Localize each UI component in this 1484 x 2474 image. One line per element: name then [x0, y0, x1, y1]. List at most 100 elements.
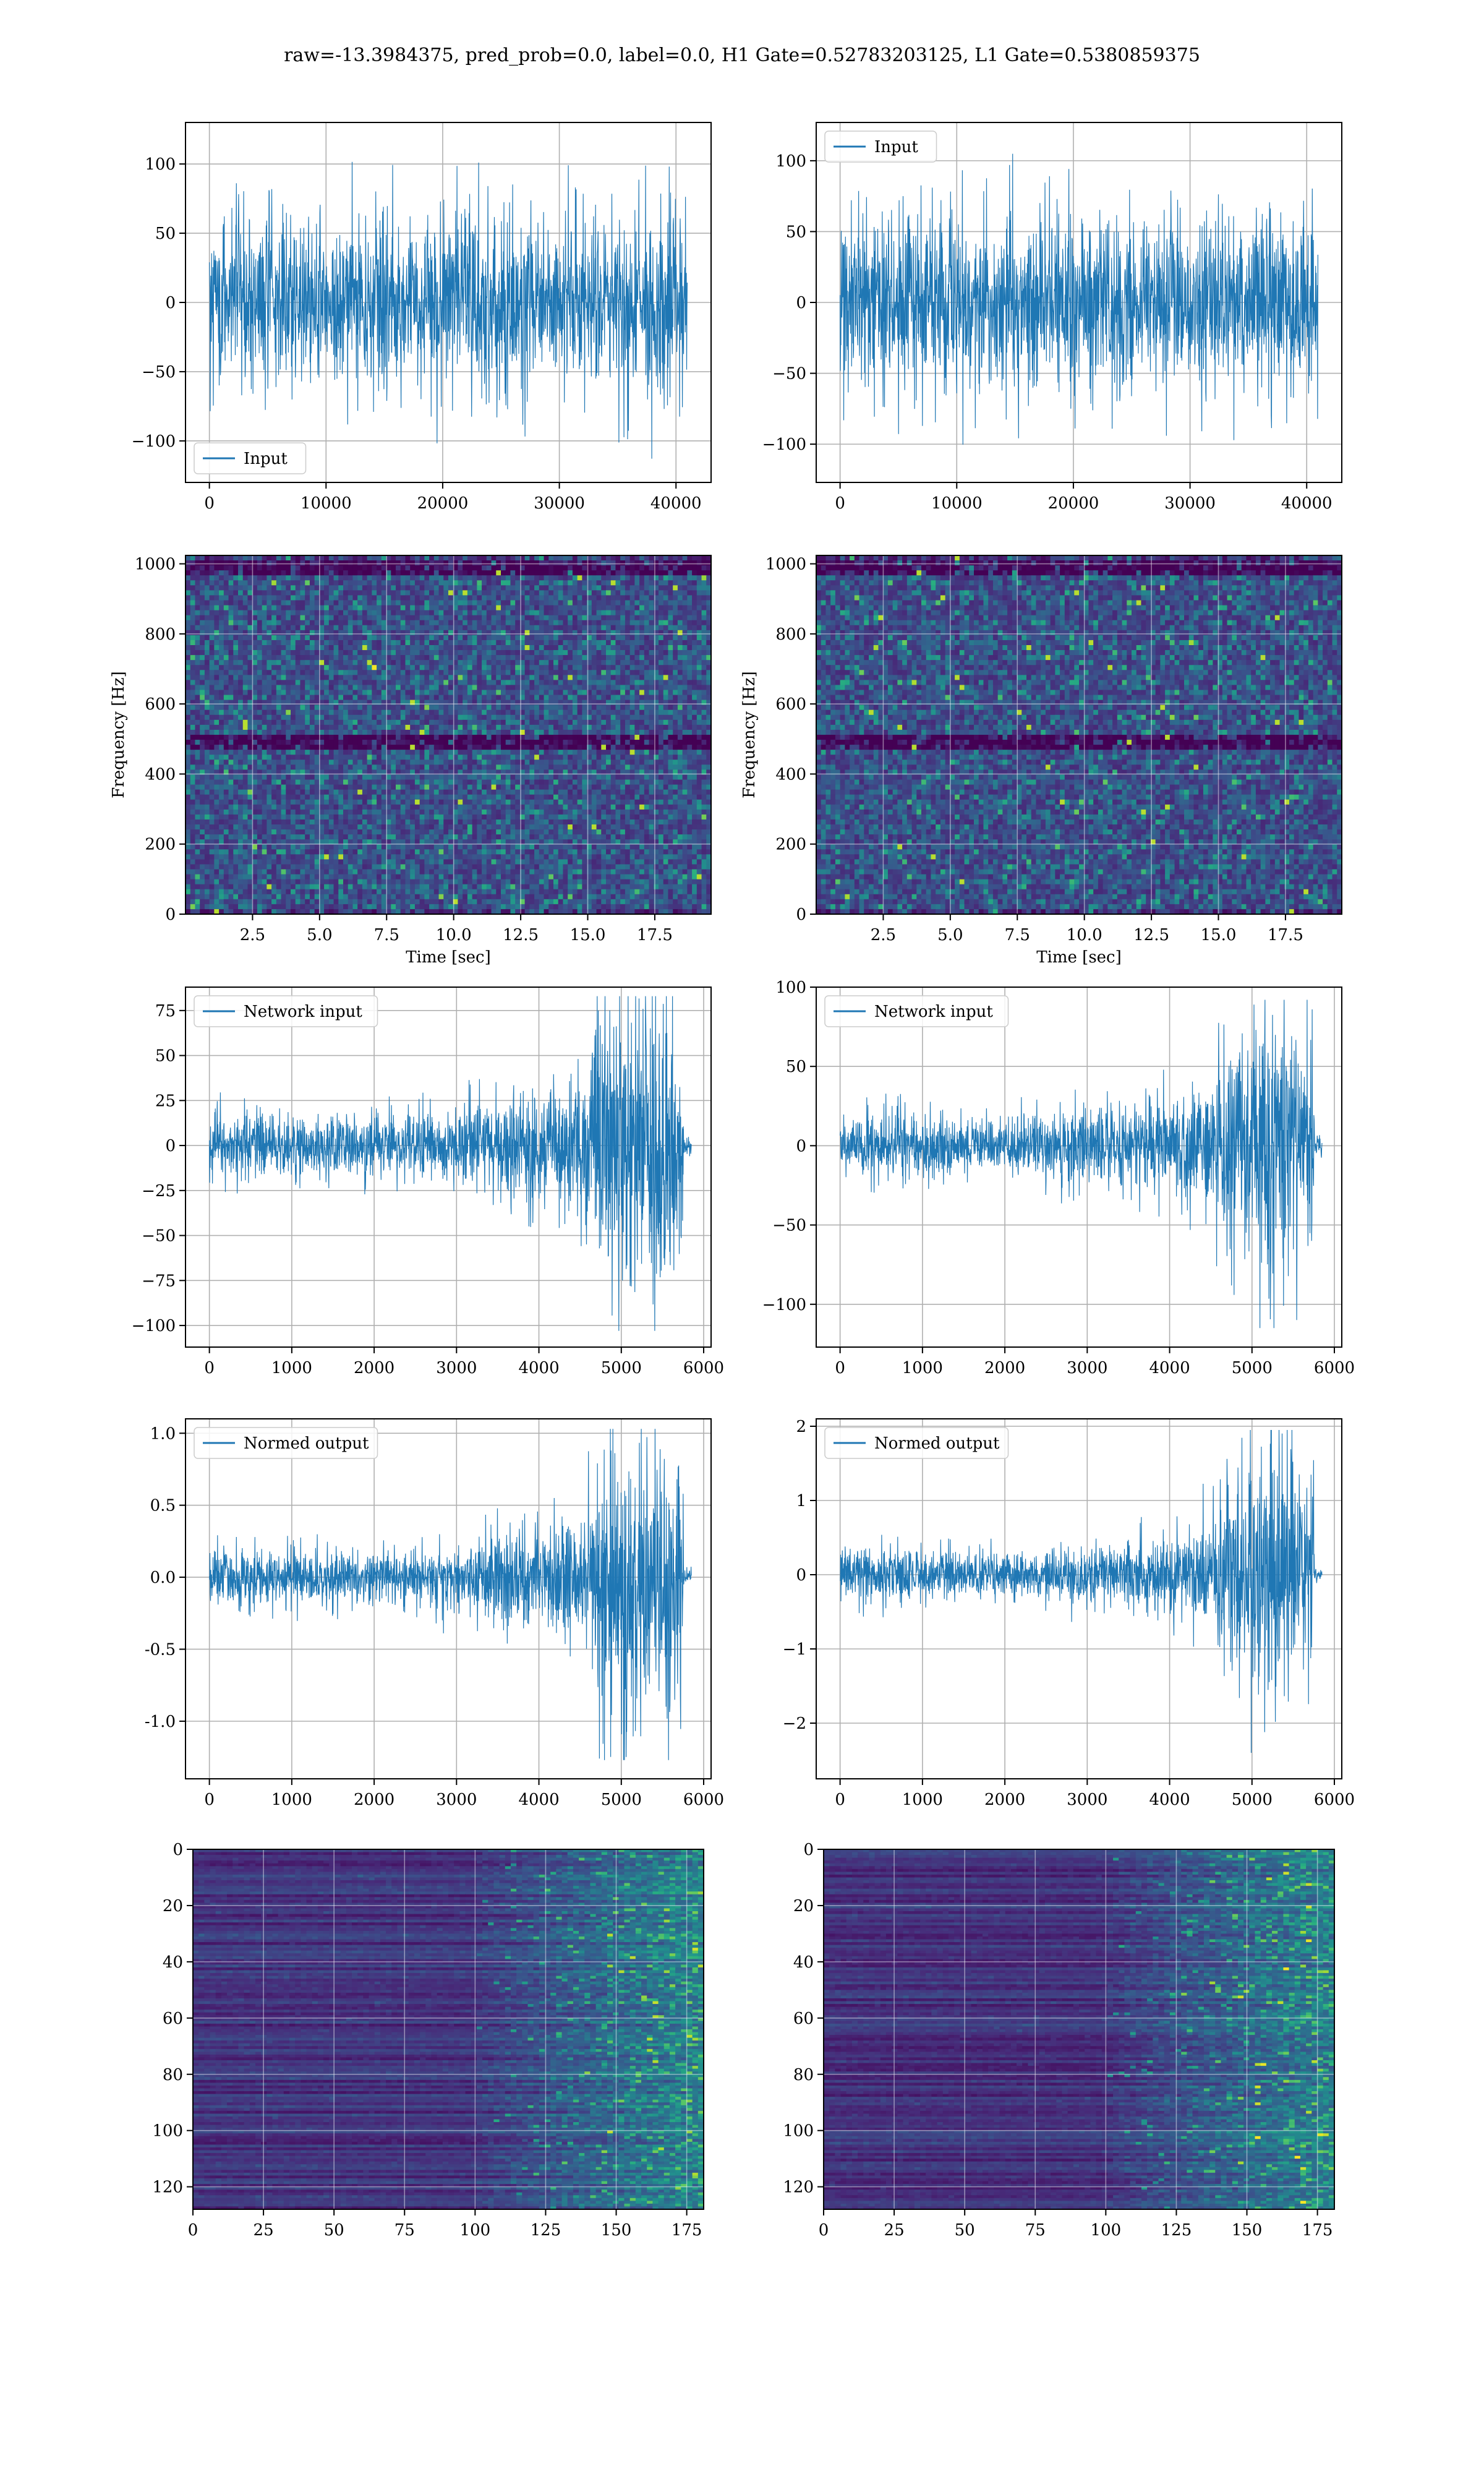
y-tick-label: 0: [796, 294, 806, 312]
y-tick-label: 100: [152, 2122, 183, 2141]
x-tick-label: 30000: [534, 494, 585, 513]
y-tick-label: 0.5: [150, 1497, 176, 1515]
x-tick-label: 0: [835, 1359, 845, 1377]
x-tick-label: 4000: [1149, 1359, 1190, 1377]
x-tick-label: 5.0: [937, 926, 963, 944]
x-tick-label: 75: [1025, 2221, 1046, 2240]
x-tick-label: 1000: [271, 1359, 312, 1377]
y-tick-label: 50: [786, 1058, 806, 1076]
activation-image: [193, 1849, 704, 2210]
x-tick-label: 100: [460, 2221, 491, 2240]
y-tick-label: 1000: [765, 555, 806, 574]
x-tick-label: 175: [1302, 2221, 1333, 2240]
y-tick-label: −2: [783, 1714, 806, 1733]
y-tick-label: −50: [772, 365, 806, 383]
x-tick-label: 150: [601, 2221, 632, 2240]
x-tick-label: 3000: [1067, 1791, 1107, 1809]
x-tick-label: 5000: [601, 1359, 642, 1377]
x-tick-label: 17.5: [637, 926, 673, 944]
y-tick-label: 120: [783, 2178, 814, 2197]
x-tick-label: 0: [204, 1359, 215, 1377]
y-tick-label: -0.5: [145, 1640, 176, 1659]
x-tick-label: 25: [884, 2221, 905, 2240]
y-tick-label: 40: [163, 1953, 183, 1972]
x-tick-label: 125: [1161, 2221, 1192, 2240]
y-tick-label: 800: [775, 625, 806, 644]
y-tick-label: −1: [783, 1640, 806, 1659]
x-tick-label: 6000: [683, 1359, 724, 1377]
x-tick-label: 5000: [601, 1791, 642, 1809]
x-tick-label: 1000: [902, 1359, 943, 1377]
y-tick-label: −50: [772, 1217, 806, 1235]
x-axis-label: Time [sec]: [1036, 948, 1122, 967]
x-tick-label: 2000: [984, 1791, 1025, 1809]
y-tick-label: 600: [145, 695, 176, 714]
y-tick-label: 2: [796, 1418, 806, 1436]
y-tick-label: 1: [796, 1492, 806, 1510]
x-tick-label: 125: [531, 2221, 561, 2240]
legend: Normed output: [194, 1427, 378, 1458]
x-tick-label: 12.5: [1133, 926, 1169, 944]
legend: Input: [825, 131, 937, 162]
x-tick-label: 20000: [417, 494, 469, 513]
y-tick-label: 80: [163, 2066, 183, 2084]
y-tick-label: −75: [142, 1272, 176, 1290]
y-tick-label: 0: [165, 905, 176, 924]
x-tick-label: 10000: [931, 494, 983, 513]
x-tick-label: 0: [819, 2221, 829, 2240]
spectrogram-image: [816, 555, 1342, 915]
x-tick-label: 0: [835, 494, 845, 513]
legend-label: Network input: [874, 1003, 993, 1021]
y-tick-label: 20: [163, 1897, 183, 1915]
x-tick-label: 50: [955, 2221, 975, 2240]
y-tick-label: 60: [793, 2010, 814, 2028]
y-tick-label: 40: [793, 1953, 814, 1972]
x-tick-label: 50: [324, 2221, 344, 2240]
legend-label: Normed output: [244, 1434, 369, 1453]
x-tick-label: 3000: [436, 1791, 477, 1809]
x-tick-label: 100: [1091, 2221, 1122, 2240]
x-tick-label: 17.5: [1268, 926, 1303, 944]
y-tick-label: 0: [796, 1137, 806, 1155]
legend-label: Network input: [244, 1003, 362, 1021]
x-tick-label: 2.5: [240, 926, 265, 944]
legend: Network input: [825, 996, 1009, 1027]
y-tick-label: 25: [155, 1092, 176, 1110]
x-tick-label: 7.5: [374, 926, 399, 944]
y-tick-label: 100: [145, 155, 176, 174]
x-tick-label: 40000: [1281, 494, 1333, 513]
x-tick-label: 15.0: [570, 926, 606, 944]
y-tick-label: 100: [775, 978, 806, 997]
x-tick-label: 0: [204, 494, 215, 513]
x-tick-label: 6000: [1314, 1791, 1355, 1809]
y-tick-label: 100: [783, 2122, 814, 2141]
x-tick-label: 25: [254, 2221, 274, 2240]
legend: Normed output: [825, 1427, 1009, 1458]
x-tick-label: 15.0: [1201, 926, 1237, 944]
x-tick-label: 12.5: [503, 926, 539, 944]
y-tick-label: 0: [796, 1566, 806, 1585]
x-axis-label: Time [sec]: [406, 948, 491, 967]
y-tick-label: 200: [775, 836, 806, 854]
x-tick-label: 75: [394, 2221, 415, 2240]
y-tick-label: 0: [165, 1137, 176, 1155]
y-tick-label: 80: [793, 2066, 814, 2084]
x-tick-label: 175: [672, 2221, 702, 2240]
x-tick-label: 3000: [436, 1359, 477, 1377]
x-tick-label: 7.5: [1005, 926, 1030, 944]
y-tick-label: −50: [142, 363, 176, 382]
y-tick-label: −100: [132, 432, 176, 451]
y-tick-label: 400: [145, 765, 176, 784]
y-tick-label: -1.0: [145, 1713, 176, 1731]
x-tick-label: 1000: [902, 1791, 943, 1809]
y-tick-label: 400: [775, 765, 806, 784]
y-tick-label: 1000: [135, 555, 176, 574]
legend: Input: [194, 443, 306, 474]
